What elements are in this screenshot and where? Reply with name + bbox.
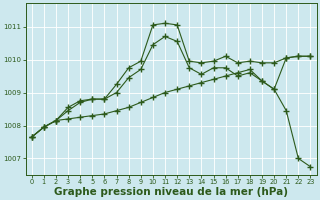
- X-axis label: Graphe pression niveau de la mer (hPa): Graphe pression niveau de la mer (hPa): [54, 187, 288, 197]
